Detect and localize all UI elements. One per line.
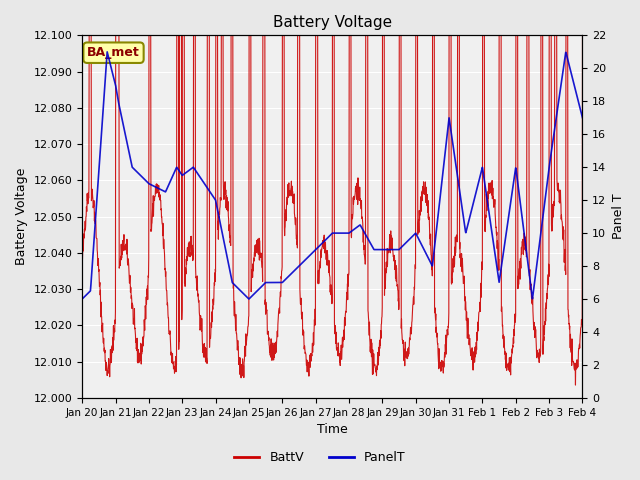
X-axis label: Time: Time [317,423,348,436]
Legend: BattV, PanelT: BattV, PanelT [229,446,411,469]
Text: BA_met: BA_met [87,46,140,59]
Y-axis label: Battery Voltage: Battery Voltage [15,168,28,265]
Title: Battery Voltage: Battery Voltage [273,15,392,30]
Y-axis label: Panel T: Panel T [612,194,625,240]
